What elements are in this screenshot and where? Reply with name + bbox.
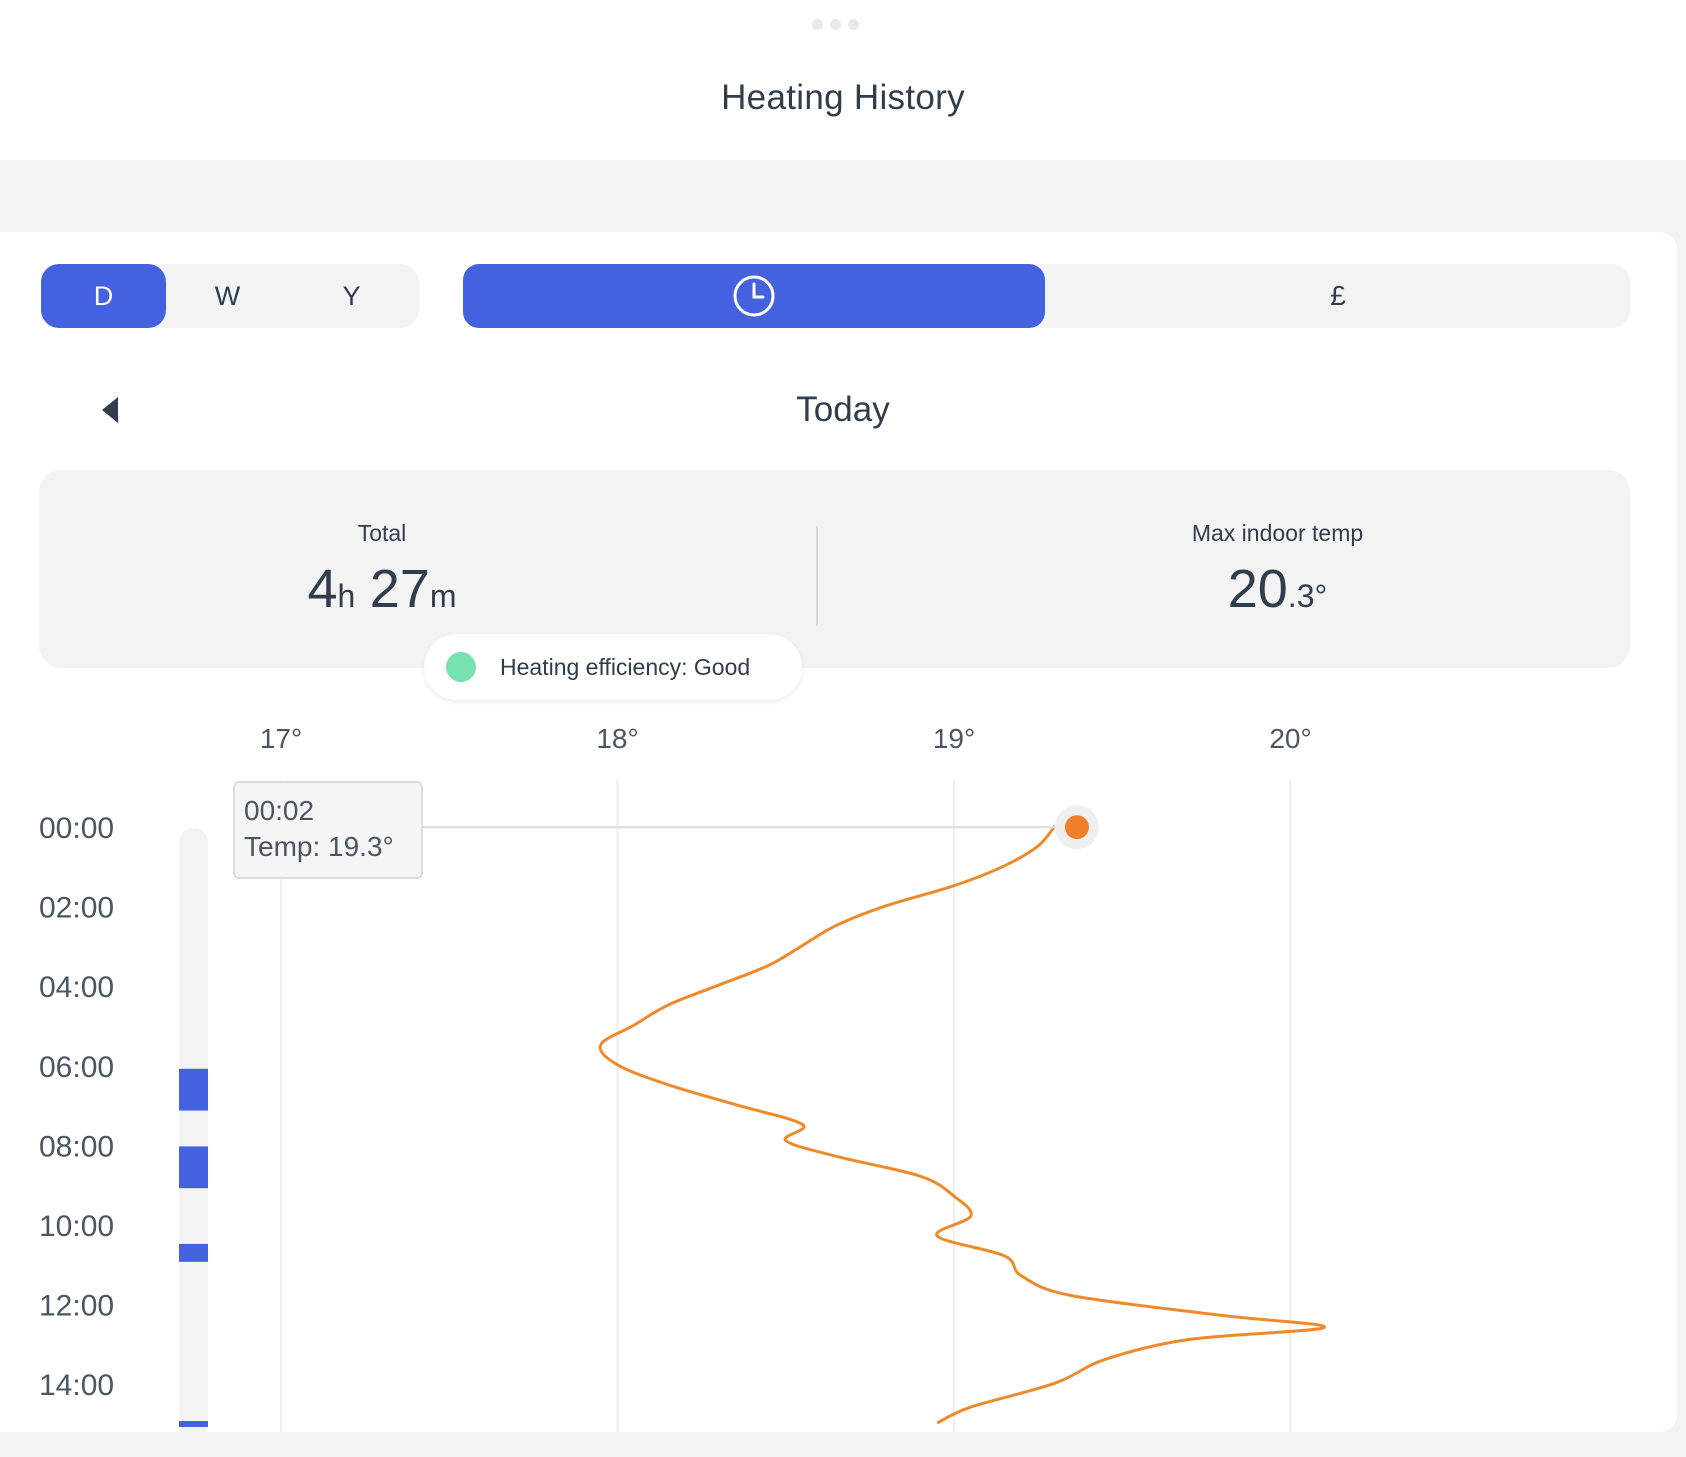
- tooltip-time: 00:02: [244, 795, 315, 826]
- heating-period-bar[interactable]: [179, 1421, 208, 1427]
- y-tick-label: 06:00: [39, 1051, 114, 1084]
- total-stat: Total 4h 27m: [39, 470, 725, 668]
- y-tick-label: 08:00: [39, 1130, 114, 1163]
- header: Heating History: [0, 0, 1686, 160]
- heating-track: [179, 828, 208, 1432]
- temperature-chart[interactable]: 17° 18° 19° 20° 00:00 02:00 04:00 06:00 08:00 10:…: [0, 232, 1677, 1432]
- x-tick-label: 20°: [1269, 723, 1311, 754]
- y-tick-label: 02:00: [39, 892, 114, 925]
- tooltip-temp: Temp: 19.3°: [244, 831, 394, 862]
- total-label: Total: [357, 520, 407, 546]
- x-tick-label: 19°: [933, 723, 975, 754]
- history-card: D W Y £ Today Total 4h 27m: [0, 232, 1677, 1432]
- page-title: Heating History: [721, 78, 965, 117]
- previous-day-button[interactable]: [95, 390, 125, 430]
- selected-point[interactable]: [1064, 815, 1089, 840]
- tab-cost[interactable]: £: [1047, 264, 1629, 328]
- heating-period-bar[interactable]: [179, 1146, 208, 1189]
- tab-time[interactable]: [463, 264, 1045, 328]
- tab-week[interactable]: W: [214, 280, 241, 311]
- clock-icon: [732, 274, 776, 318]
- x-tick-label: 17°: [260, 723, 302, 754]
- max-temp-label: Max indoor temp: [1191, 520, 1364, 546]
- y-tick-label: 10:00: [39, 1210, 114, 1243]
- x-tick-label: 18°: [596, 723, 638, 754]
- heating-period-bar[interactable]: [179, 1243, 208, 1262]
- date-label: Today: [796, 390, 890, 429]
- tab-day[interactable]: D: [41, 264, 166, 328]
- chevron-left-icon: [100, 396, 120, 424]
- y-tick-label: 04:00: [39, 971, 114, 1004]
- summary-panel: Total 4h 27m Max indoor temp 20.3°: [39, 470, 1630, 668]
- chart-tooltip: 00:02 Temp: 19.3°: [233, 781, 423, 879]
- status-dot-icon: [446, 652, 476, 682]
- temperature-line: [598, 825, 1326, 1425]
- efficiency-badge: Heating efficiency: Good: [424, 634, 802, 700]
- max-temp-stat: Max indoor temp 20.3°: [925, 470, 1630, 668]
- max-temp-value: 20.3°: [1227, 559, 1328, 619]
- summary-divider: [816, 526, 818, 626]
- mode-selector: £: [463, 264, 1630, 328]
- drag-handle[interactable]: [812, 19, 859, 30]
- y-tick-label: 12:00: [39, 1290, 114, 1323]
- period-selector: D W Y: [41, 264, 419, 328]
- y-tick-label: 14:00: [39, 1369, 114, 1402]
- total-value: 4h 27m: [307, 559, 457, 619]
- y-tick-label: 00:00: [39, 812, 114, 845]
- efficiency-text: Heating efficiency: Good: [500, 653, 751, 680]
- tab-year[interactable]: Y: [342, 280, 361, 311]
- pound-icon: £: [1330, 280, 1346, 311]
- heating-period-bar[interactable]: [179, 1068, 208, 1111]
